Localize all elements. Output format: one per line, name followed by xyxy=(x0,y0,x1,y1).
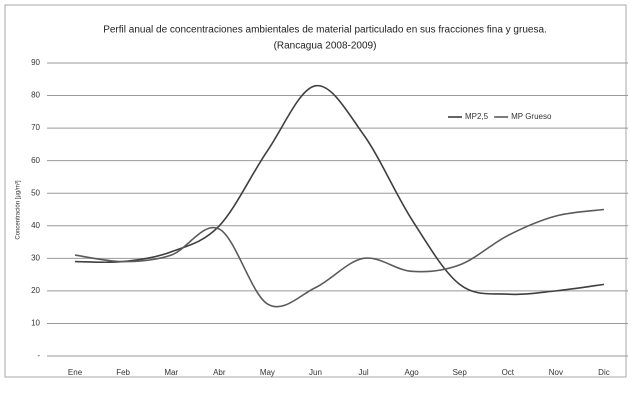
x-tick-label: Nov xyxy=(549,368,563,377)
y-tick-label: - xyxy=(37,351,40,360)
y-tick-label: 20 xyxy=(31,286,40,295)
chart-frame xyxy=(4,4,627,378)
x-tick-label: Jul xyxy=(358,368,368,377)
y-tick-label: 70 xyxy=(31,123,40,132)
x-tick-label: Ene xyxy=(68,368,83,377)
chart-title: Perfil anual de concentraciones ambienta… xyxy=(103,25,547,36)
series-line xyxy=(74,208,605,308)
x-tick-label: Mar xyxy=(164,368,178,377)
x-tick-label: May xyxy=(260,368,275,377)
x-tick-label: Jun xyxy=(309,368,322,377)
y-tick-label: 60 xyxy=(31,156,40,165)
y-tick-label: 10 xyxy=(31,319,40,328)
x-tick-label: Oct xyxy=(502,368,515,377)
y-tick-label: 40 xyxy=(31,221,40,230)
y-tick-label: 50 xyxy=(31,188,40,197)
chart-subtitle: (Rancagua 2008-2009) xyxy=(274,41,377,52)
legend-label: MP2,5 xyxy=(465,112,489,121)
y-tick-label: 90 xyxy=(31,58,40,67)
x-tick-label: Sep xyxy=(453,368,468,377)
x-tick-label: Dic xyxy=(598,368,610,377)
y-tick-label: 30 xyxy=(31,253,40,262)
x-tick-label: Feb xyxy=(116,368,130,377)
series-line xyxy=(75,84,605,296)
y-axis-label: Concentración [µg/m³] xyxy=(16,180,22,239)
legend-label: MP Grueso xyxy=(511,112,552,121)
x-tick-label: Abr xyxy=(213,368,226,377)
y-tick-label: 80 xyxy=(31,91,40,100)
x-tick-label: Ago xyxy=(405,368,420,377)
